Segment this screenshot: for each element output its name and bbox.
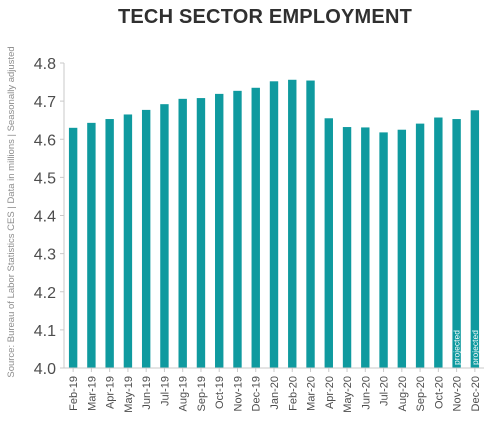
x-tick-label: Aug-20 [397,376,409,411]
annotations: projected projected [452,330,480,365]
bar [215,93,224,368]
x-tick-label: Apr-20 [324,376,336,409]
x-tick-label: Oct-20 [433,376,445,409]
source-note-text: Source: Bureau of Labor Statistics CES |… [6,46,17,377]
bar [379,132,388,368]
bar [324,118,333,368]
bar [105,119,114,368]
y-tick-label: 4.4 [34,209,56,226]
x-tick-label: Sep-20 [415,376,427,411]
bar [196,98,206,368]
y-tick-label: 4.2 [34,285,56,302]
bar [361,127,370,369]
y-tick-label: 4.6 [34,132,56,149]
bar [434,117,443,368]
bar [233,90,242,369]
chart-title: TECH SECTOR EMPLOYMENT [117,6,413,28]
projected-annotation: projected [470,330,480,365]
x-tick-label: Dec-20 [470,376,482,411]
bar [306,80,315,368]
x-tick-label: Dec-19 [251,376,263,411]
bar [452,119,461,368]
bar [68,127,78,368]
x-axis: Feb-19 Mar-19 Apr-19 May-19 Jun-19 Jul-19 Aug-… [64,367,484,413]
y-tick-label: 4.0 [34,361,56,378]
bar [342,127,352,368]
y-tick-label: 4.3 [34,247,56,264]
x-tick-label: Feb-20 [287,376,299,411]
y-tick-label: 4.1 [34,323,56,340]
x-tick-label: Jul-19 [159,376,171,406]
bar [87,122,96,368]
source-note: Source: Bureau of Labor Statistics CES |… [6,46,17,377]
y-tick-label: 4.7 [34,94,56,111]
x-tick-label: Aug-19 [178,376,190,411]
bar [269,81,279,369]
bar [470,110,480,369]
x-tick-label: Jun-20 [360,376,372,410]
x-tick-label: Jan-20 [269,376,281,410]
bar [160,104,169,369]
bar [178,98,187,369]
y-tick-label: 4.5 [34,170,56,187]
x-tick-label: Nov-19 [232,376,244,411]
y-tick-label: 4.8 [34,56,56,73]
x-tick-label: Feb-19 [68,376,80,411]
x-tick-label: May-20 [342,376,354,413]
bar [397,129,407,368]
bar [141,109,151,369]
x-tick-label: Apr-19 [105,376,117,409]
projected-annotation: projected [452,330,462,365]
y-axis: 4.0 4.1 4.2 4.3 4.4 4.5 4.6 4.7 4.8 [34,56,65,378]
x-tick-label: Jul-20 [379,376,391,406]
bar [415,123,425,369]
x-tick-label: Mar-20 [306,376,318,411]
x-tick-label: Jun-19 [141,376,153,410]
bar [123,114,133,368]
bar [251,87,260,368]
x-tick-label: Nov-20 [452,376,464,411]
bar-series [68,79,480,369]
x-tick-label: Oct-19 [214,376,226,409]
x-tick-label: May-19 [123,376,135,413]
x-tick-label: Sep-19 [196,376,208,411]
x-tick-label: Mar-19 [86,376,98,411]
bar [288,79,297,369]
